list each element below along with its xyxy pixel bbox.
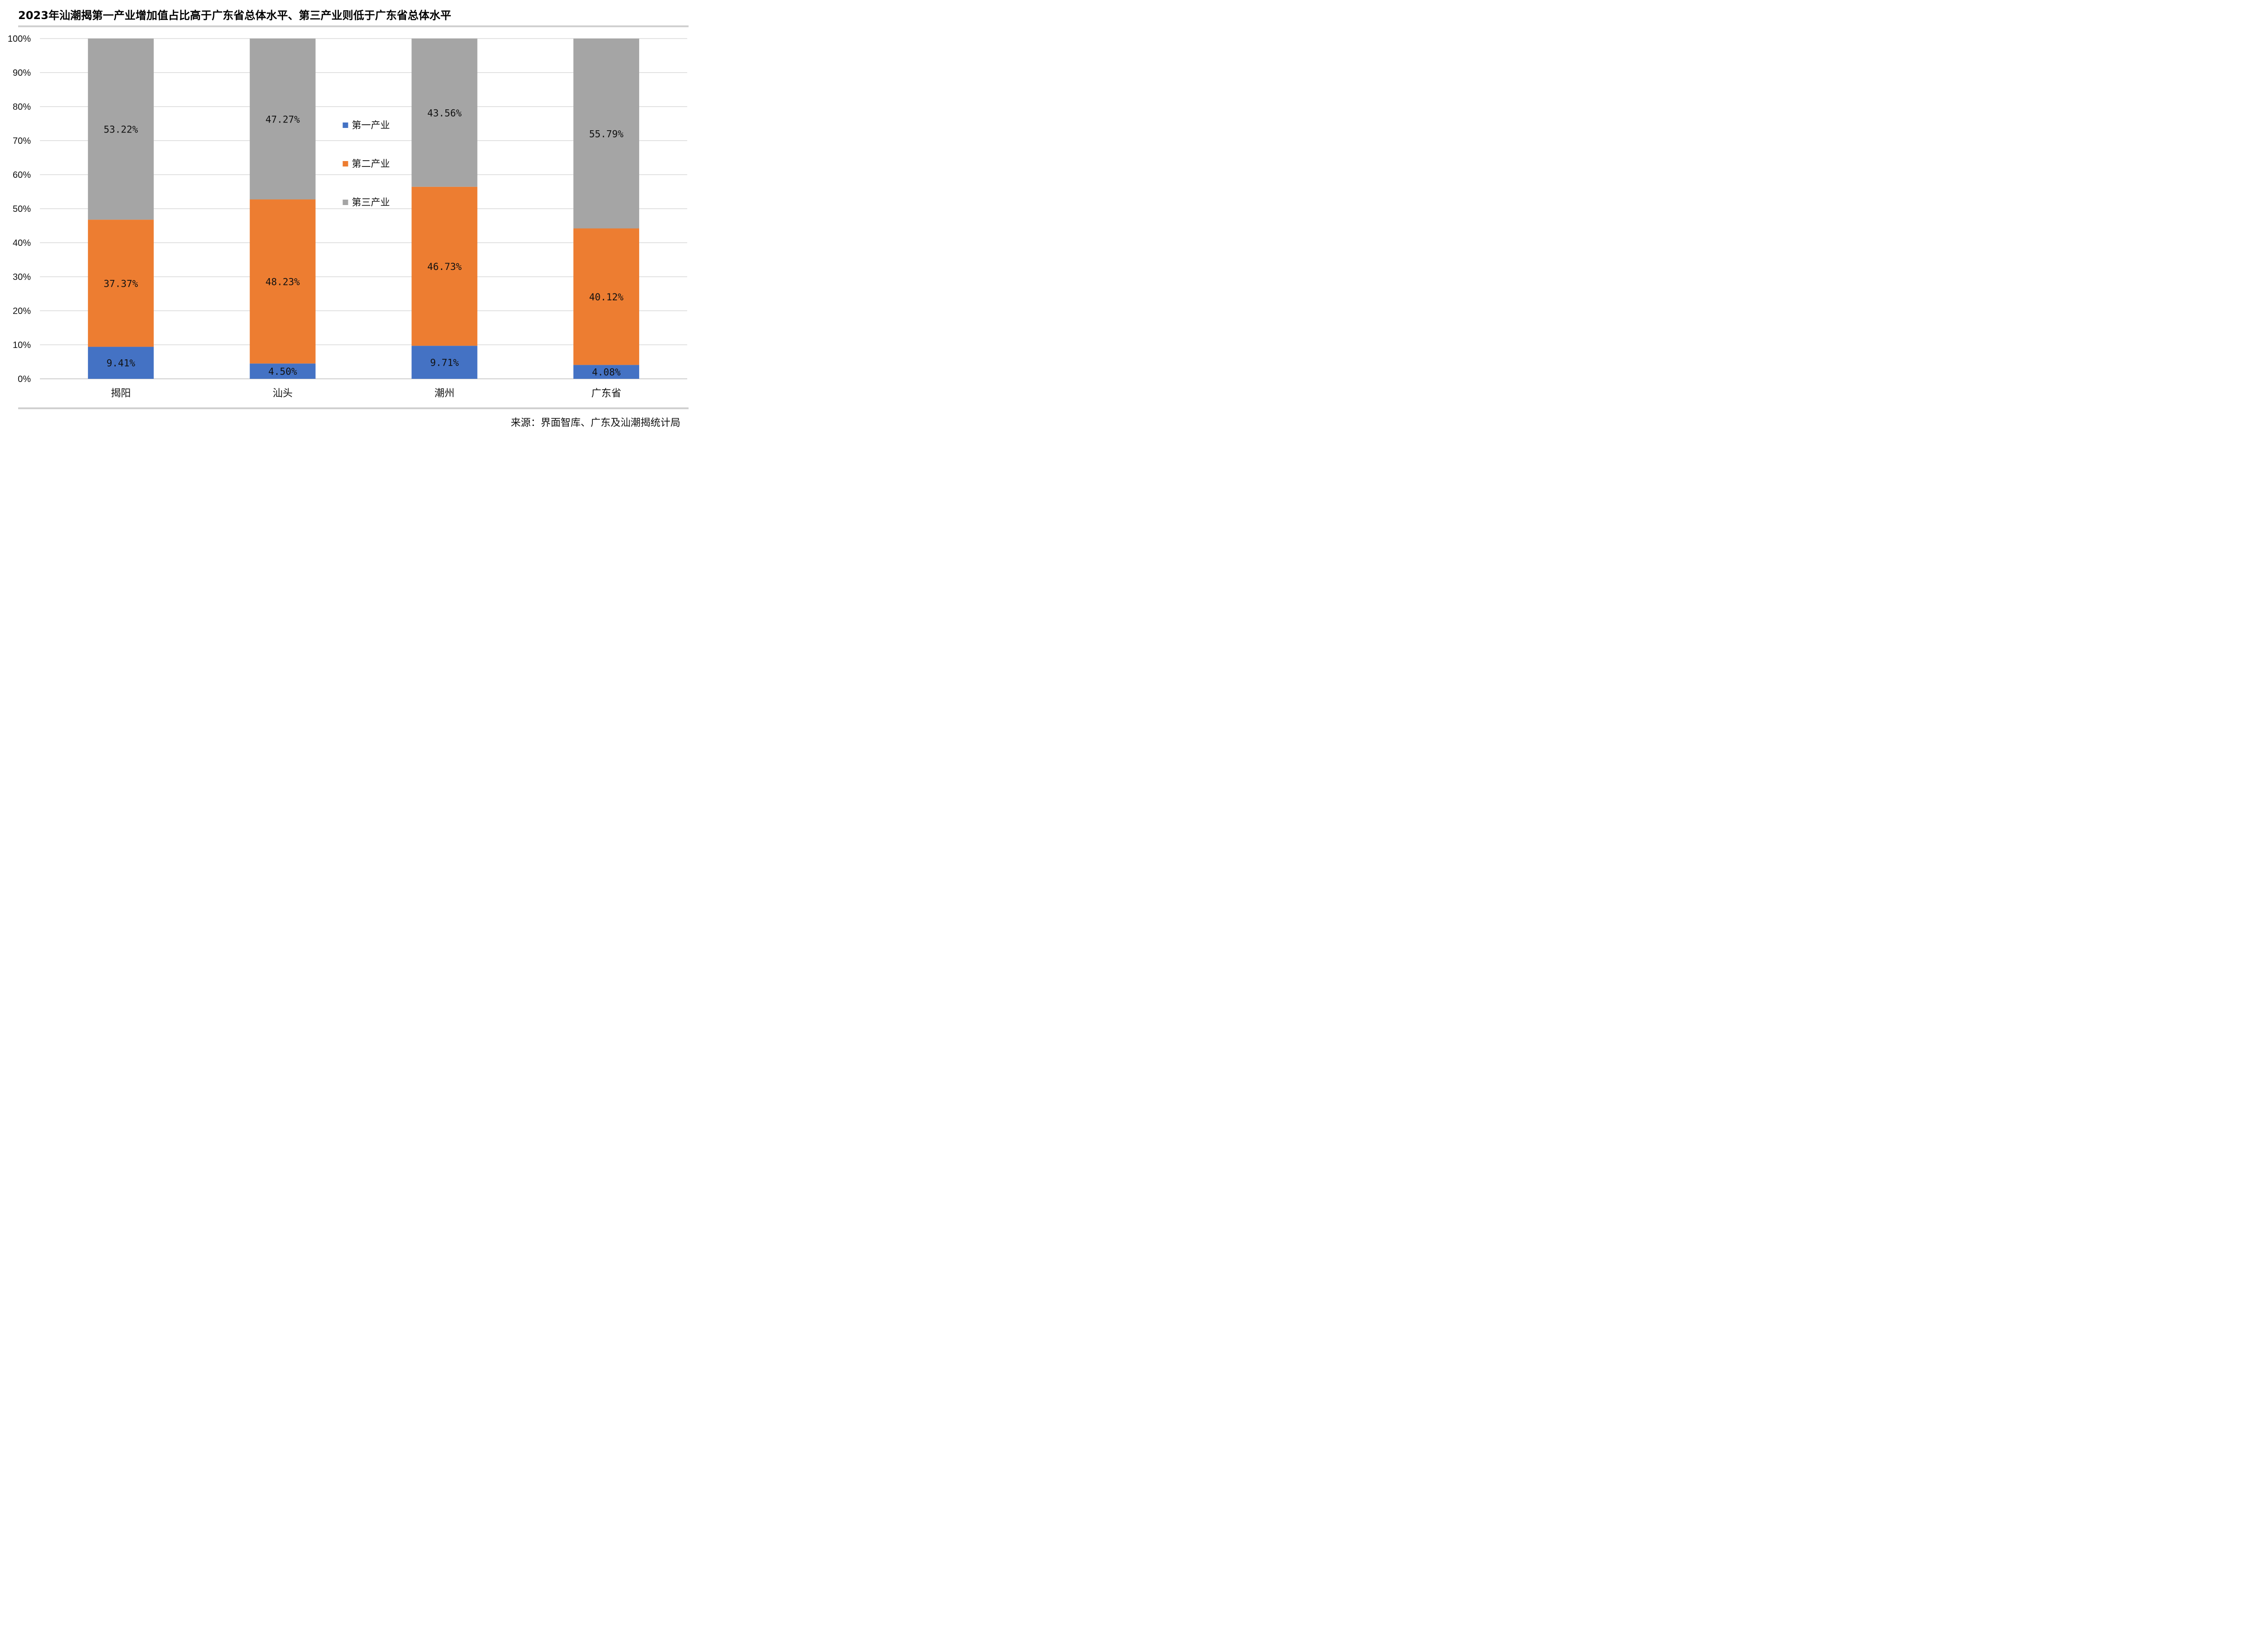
bar-segment — [249, 39, 316, 200]
legend-swatch — [342, 161, 348, 166]
bar-segment — [88, 347, 154, 379]
bar-segment — [573, 365, 640, 379]
x-axis: 揭阳 汕头 潮州 广东省 — [111, 388, 621, 399]
y-tick-label: 10% — [13, 340, 31, 350]
y-tick-label: 30% — [13, 272, 31, 282]
bar-segment — [573, 39, 640, 229]
data-label: 4.50% — [269, 366, 298, 377]
legend-swatch — [342, 122, 348, 128]
bar-segment — [249, 199, 316, 364]
y-tick-label: 70% — [13, 136, 31, 146]
data-labels: 9.41% 37.37% 53.22% 4.50% 48.23% 47.27% 9.71% 4… — [103, 108, 623, 377]
stacked-bar-chart: 0% 10% 20% 30% 40% 50% 60% 70% 80% 90% 100% 9.41% 3… — [8, 34, 687, 399]
y-axis: 0% 10% 20% 30% 40% 50% 60% 70% 80% 90% 100% — [8, 34, 31, 384]
y-tick-label: 0% — [18, 374, 31, 384]
legend-label: 第二产业 — [352, 158, 390, 169]
data-label: 48.23% — [265, 276, 300, 287]
bar-segment — [411, 186, 478, 346]
y-tick-label: 90% — [13, 68, 31, 78]
data-label: 4.08% — [592, 367, 621, 378]
data-label: 43.56% — [427, 108, 462, 118]
bars — [88, 39, 640, 379]
bar-segment — [249, 363, 316, 379]
bottom-divider — [18, 407, 689, 409]
legend-swatch — [342, 200, 348, 205]
x-tick-label: 潮州 — [435, 388, 455, 399]
data-label: 37.37% — [103, 278, 138, 289]
x-tick-label: 汕头 — [273, 388, 293, 399]
source-note: 来源：界面智库、广东及汕潮揭统计局 — [510, 417, 680, 429]
bar-segment — [88, 39, 154, 220]
x-tick-label: 广东省 — [591, 388, 621, 399]
bar-segment — [88, 220, 154, 347]
y-tick-label: 50% — [13, 204, 31, 214]
data-label: 53.22% — [103, 124, 138, 135]
y-tick-label: 60% — [13, 170, 31, 180]
data-label: 55.79% — [589, 128, 624, 139]
top-divider — [18, 25, 689, 27]
legend-label: 第一产业 — [352, 120, 390, 131]
bar-segment — [411, 346, 478, 379]
y-tick-label: 40% — [13, 238, 31, 248]
data-label: 47.27% — [265, 114, 300, 125]
data-label: 9.41% — [107, 358, 136, 369]
data-label: 9.71% — [430, 357, 459, 368]
y-tick-label: 20% — [13, 306, 31, 316]
x-tick-label: 揭阳 — [111, 388, 131, 399]
bar-segment — [411, 39, 478, 187]
y-tick-label: 80% — [13, 102, 31, 112]
legend-label: 第三产业 — [352, 197, 390, 208]
data-label: 46.73% — [427, 261, 462, 272]
data-label: 40.12% — [589, 292, 624, 303]
chart-title: 2023年汕潮揭第一产业增加值占比高于广东省总体水平、第三产业则低于广东省总体水… — [18, 9, 451, 22]
y-tick-label: 100% — [8, 34, 31, 44]
bar-segment — [573, 228, 640, 365]
